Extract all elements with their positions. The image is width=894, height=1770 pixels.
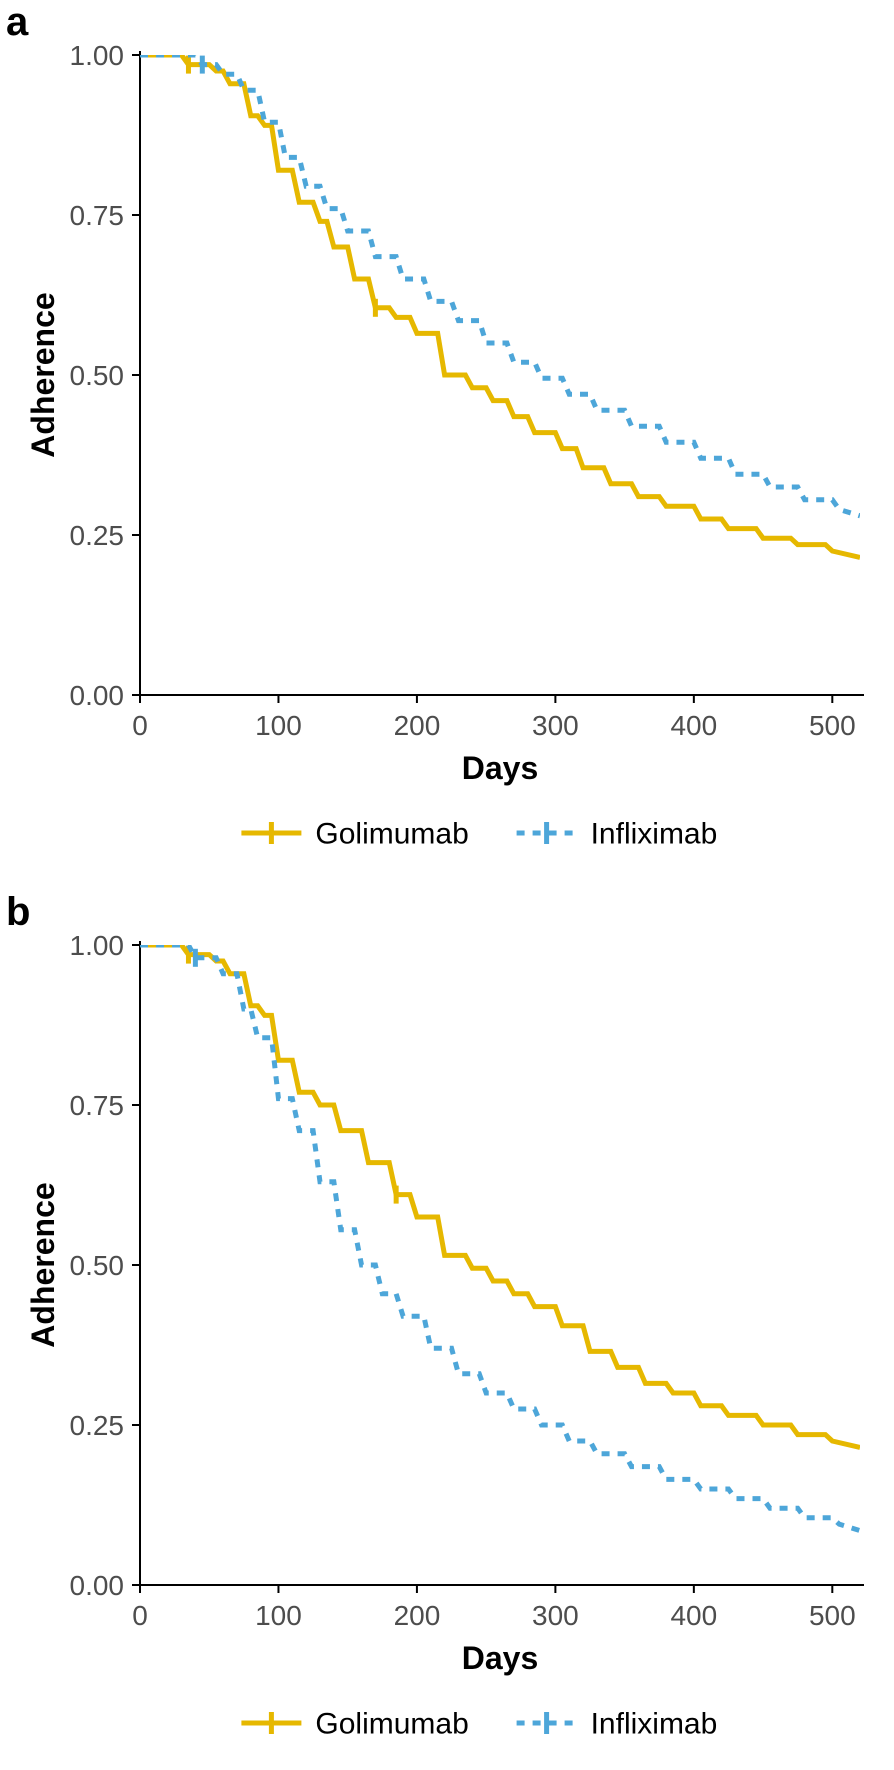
x-axis-label: Days [462, 750, 539, 786]
y-tick-label: 0.50 [70, 360, 125, 391]
y-axis-label: Adherence [25, 1182, 61, 1347]
x-tick-label: 200 [394, 710, 441, 741]
legend-label: Golimumab [315, 818, 468, 851]
figure-root: a 0 100 200 300 400 500 0.00 0.25 0.50 0.75 1.00 Day… [0, 0, 894, 1769]
chart-svg-b: 0 100 200 300 400 500 0.00 0.25 0.50 0.75 1.00 Days… [0, 890, 894, 1770]
x-tick-label: 400 [670, 1600, 717, 1631]
legend-label: Infliximab [591, 1708, 718, 1741]
y-tick-label: 0.75 [70, 200, 125, 231]
x-tick-label: 0 [132, 710, 148, 741]
legend-label: Infliximab [591, 818, 718, 851]
x-tick-label: 0 [132, 1600, 148, 1631]
x-tick-label: 100 [255, 710, 302, 741]
x-tick-label: 300 [532, 710, 579, 741]
series-line-infliximab [140, 55, 860, 516]
x-axis-label: Days [462, 1640, 539, 1676]
legend-label: Golimumab [315, 1708, 468, 1741]
panel-b: b 0 100 200 300 400 500 0.00 0.25 0.50 0.75 1.00 Day… [0, 890, 894, 1770]
series-line-golimumab [140, 55, 860, 557]
y-tick-label: 0.00 [70, 1570, 125, 1601]
x-tick-label: 400 [670, 710, 717, 741]
series-line-infliximab [140, 945, 860, 1531]
y-tick-label: 0.00 [70, 680, 125, 711]
x-tick-label: 500 [809, 710, 856, 741]
x-tick-label: 100 [255, 1600, 302, 1631]
x-tick-label: 300 [532, 1600, 579, 1631]
x-tick-label: 500 [809, 1600, 856, 1631]
y-tick-label: 1.00 [70, 930, 125, 961]
panel-label-a: a [6, 0, 28, 45]
y-tick-label: 0.25 [70, 520, 125, 551]
y-tick-label: 1.00 [70, 40, 125, 71]
panel-a: a 0 100 200 300 400 500 0.00 0.25 0.50 0.75 1.00 Day… [0, 0, 894, 880]
y-tick-label: 0.50 [70, 1250, 125, 1281]
y-tick-label: 0.25 [70, 1410, 125, 1441]
series-line-golimumab [140, 945, 860, 1447]
chart-svg-a: 0 100 200 300 400 500 0.00 0.25 0.50 0.75 1.00 Days… [0, 0, 894, 880]
panel-label-b: b [6, 890, 30, 935]
x-tick-label: 200 [394, 1600, 441, 1631]
y-tick-label: 0.75 [70, 1090, 125, 1121]
y-axis-label: Adherence [25, 292, 61, 457]
